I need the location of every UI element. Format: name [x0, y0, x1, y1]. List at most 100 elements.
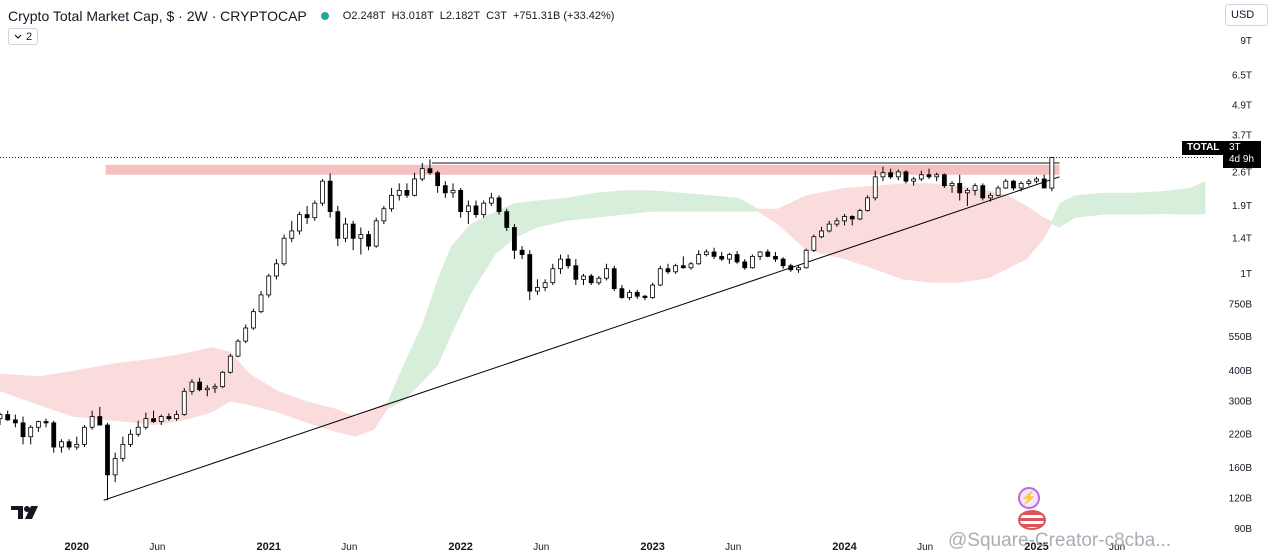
- candle-body-down: [780, 258, 786, 267]
- candle-body-up: [696, 254, 702, 265]
- candle: [89, 410, 95, 430]
- candle-body-up: [243, 327, 249, 342]
- candle-body-up: [581, 275, 586, 280]
- ohlc-low: L2.182T: [439, 10, 481, 22]
- candle-body-down: [849, 216, 855, 220]
- price-axis-label: 1.4T: [1232, 233, 1252, 244]
- candle: [657, 265, 663, 287]
- candle: [673, 263, 679, 274]
- currency-selector[interactable]: USD: [1225, 4, 1268, 26]
- candle-body-down: [97, 416, 103, 426]
- candle-body-down: [442, 185, 448, 194]
- candle-body-up: [895, 171, 901, 178]
- candle: [934, 172, 940, 182]
- candle: [1003, 178, 1009, 189]
- candle-body-up: [250, 311, 256, 329]
- candle-body-down: [5, 414, 11, 421]
- candle: [773, 251, 778, 262]
- price-axis[interactable]: 9T 6.5T 4.9T 3.7T 2.6T 1.9T 1.4T 1T 750B 550B 400B…: [1229, 36, 1253, 535]
- time-axis-label: 2025: [1024, 541, 1048, 553]
- candle-body-down: [1041, 178, 1047, 189]
- time-axis[interactable]: 2020 Jun 2021 Jun 2022 Jun 2023 Jun 2024 Jun 2025 J…: [65, 541, 1126, 553]
- candle-body-up: [627, 291, 632, 298]
- candle-body-down: [366, 234, 371, 247]
- candle: [1018, 181, 1024, 192]
- candles: [0, 156, 1055, 501]
- ohlc-readout: O2.248T H3.018T L2.182T C3T +751.31B (+33.42…: [343, 10, 621, 22]
- price-axis-label: 1.9T: [1232, 201, 1252, 212]
- candle-body-up: [811, 236, 817, 251]
- candle: [650, 282, 656, 299]
- candle: [43, 418, 49, 428]
- candle: [289, 220, 295, 243]
- time-axis-label: Jun: [533, 542, 549, 553]
- candle-body-up: [673, 265, 679, 273]
- price-axis-label: 4.9T: [1232, 101, 1252, 112]
- candle: [174, 410, 179, 421]
- candle: [458, 187, 464, 218]
- candle-body-down: [957, 182, 963, 194]
- candle: [235, 339, 241, 358]
- candle: [1011, 179, 1016, 191]
- candle: [105, 422, 110, 501]
- candle-body-up: [158, 416, 164, 422]
- candle-body-up: [819, 230, 824, 238]
- candle: [926, 168, 932, 179]
- candle: [696, 250, 702, 265]
- candle-body-up: [74, 443, 80, 448]
- candle: [51, 420, 57, 453]
- price-axis-label: 300B: [1229, 396, 1253, 407]
- candle-body-up: [343, 223, 348, 239]
- candle: [396, 183, 402, 201]
- candle: [819, 226, 824, 239]
- candle-body-up: [995, 187, 1001, 196]
- candle: [750, 254, 755, 269]
- candle-body-up: [450, 189, 456, 194]
- chevron-down-icon: [14, 34, 22, 39]
- candle: [980, 183, 986, 201]
- candle: [297, 211, 302, 235]
- candle: [158, 414, 164, 426]
- candle-body-up: [857, 210, 863, 220]
- candle-body-down: [742, 261, 748, 269]
- candle: [803, 248, 809, 269]
- time-axis-label: 2020: [65, 541, 89, 553]
- tradingview-logo-icon[interactable]: [11, 504, 41, 520]
- candle-body-down: [427, 168, 433, 174]
- candle-body-up: [297, 214, 302, 232]
- candle: [842, 214, 847, 226]
- candle-body-up: [373, 220, 379, 247]
- candle: [227, 353, 233, 374]
- price-axis-label: 220B: [1229, 429, 1253, 440]
- time-axis-label: Jun: [341, 542, 357, 553]
- candle-body-up: [604, 268, 609, 279]
- candle-body-up: [481, 202, 487, 216]
- candle: [588, 273, 594, 286]
- candle-body-up: [880, 172, 886, 178]
- candle: [197, 377, 203, 392]
- candle-body-down: [458, 189, 464, 213]
- candle-body-up: [911, 178, 917, 182]
- candle: [542, 279, 548, 292]
- symbol-title[interactable]: Crypto Total Market Cap, $ · 2W · CRYPTO…: [8, 8, 307, 24]
- candle-body-down: [197, 381, 203, 391]
- candle-body-down: [527, 254, 533, 292]
- candle-body-down: [642, 295, 648, 298]
- candle-body-down: [941, 174, 947, 187]
- candle-body-up: [135, 426, 141, 435]
- candle: [373, 217, 379, 248]
- candle-body-down: [43, 421, 49, 424]
- candle-body-down: [496, 197, 502, 213]
- indicators-toggle-button[interactable]: 2: [8, 28, 38, 45]
- candle-body-up: [89, 416, 95, 428]
- candle: [128, 429, 133, 448]
- candle-body-up: [550, 268, 556, 284]
- ichimoku-cloud: [0, 181, 1206, 437]
- candle: [849, 215, 855, 226]
- candle: [120, 436, 126, 462]
- candle-body-up: [988, 194, 993, 199]
- candle: [20, 416, 26, 445]
- candle: [135, 420, 141, 437]
- candle: [74, 436, 80, 450]
